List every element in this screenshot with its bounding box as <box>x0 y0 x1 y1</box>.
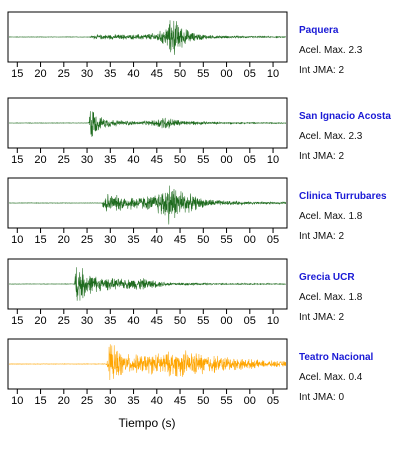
panel-4: 15 20 25 30 35 40 45 50 55 00 05 10 Grecia UCR Acel. … <box>7 258 363 327</box>
x-tick-label: 10 <box>267 154 279 166</box>
x-tick-label: 35 <box>127 395 139 407</box>
int-jma-label: Int JMA: 2 <box>299 312 344 323</box>
x-tick-label: 55 <box>197 154 209 166</box>
x-tick-label: 25 <box>58 315 70 327</box>
station-name: Teatro Nacional <box>299 352 373 363</box>
x-tick-label: 40 <box>151 395 163 407</box>
x-tick-label: 00 <box>244 395 256 407</box>
x-tick-label: 40 <box>127 68 139 80</box>
x-tick-label: 45 <box>174 395 186 407</box>
x-tick-label: 00 <box>220 68 232 80</box>
station-name: Paquera <box>299 25 339 36</box>
x-axis-title: Tiempo (s) <box>119 416 176 430</box>
x-tick-label: 35 <box>127 234 139 246</box>
x-tick-label: 20 <box>58 395 70 407</box>
x-tick-label: 50 <box>174 315 186 327</box>
waveform-trace <box>9 344 286 380</box>
x-tick-label: 35 <box>104 315 116 327</box>
waveform-trace <box>9 111 286 137</box>
int-jma-label: Int JMA: 2 <box>299 65 344 76</box>
accel-max-label: Acel. Max. 0.4 <box>299 372 363 383</box>
x-tick-label: 15 <box>11 68 23 80</box>
x-tick-label: 35 <box>104 68 116 80</box>
station-name: San Ignacio Acosta <box>299 111 391 122</box>
panel-1: 15 20 25 30 35 40 45 50 55 00 05 10 Paquera Acel. Max… <box>7 11 363 80</box>
x-tick-label: 10 <box>11 395 23 407</box>
x-tick-label: 20 <box>58 234 70 246</box>
panel-5: 10 15 20 25 30 35 40 45 50 55 00 05 Teatro Nacional A… <box>7 338 373 407</box>
x-tick-label: 30 <box>81 68 93 80</box>
waveform-trace <box>9 20 286 55</box>
x-tick-label: 40 <box>151 234 163 246</box>
x-tick-label: 45 <box>151 154 163 166</box>
x-tick-label: 20 <box>34 154 46 166</box>
x-tick-label: 05 <box>267 395 279 407</box>
station-name: Clinica Turrubares <box>299 191 387 202</box>
x-tick-label: 25 <box>81 395 93 407</box>
x-tick-label: 30 <box>104 234 116 246</box>
x-tick-label: 20 <box>34 68 46 80</box>
int-jma-label: Int JMA: 2 <box>299 151 344 162</box>
x-tick-label: 15 <box>11 154 23 166</box>
x-tick-label: 35 <box>104 154 116 166</box>
x-tick-label: 15 <box>34 395 46 407</box>
x-tick-label: 25 <box>81 234 93 246</box>
waveform-trace <box>9 185 286 225</box>
x-tick-label: 10 <box>267 315 279 327</box>
x-tick-label: 40 <box>127 315 139 327</box>
x-tick-label: 05 <box>244 315 256 327</box>
accel-max-label: Acel. Max. 1.8 <box>299 292 363 303</box>
x-tick-label: 55 <box>197 68 209 80</box>
x-tick-label: 30 <box>81 154 93 166</box>
x-tick-label: 20 <box>34 315 46 327</box>
x-tick-label: 10 <box>11 234 23 246</box>
x-tick-label: 50 <box>174 154 186 166</box>
x-tick-label: 05 <box>267 234 279 246</box>
x-tick-label: 30 <box>81 315 93 327</box>
x-tick-label: 50 <box>197 395 209 407</box>
x-tick-label: 45 <box>151 315 163 327</box>
x-tick-label: 10 <box>267 68 279 80</box>
x-tick-label: 15 <box>34 234 46 246</box>
int-jma-label: Int JMA: 2 <box>299 231 344 242</box>
x-tick-label: 00 <box>220 315 232 327</box>
x-tick-label: 50 <box>197 234 209 246</box>
x-tick-label: 25 <box>58 68 70 80</box>
accel-max-label: Acel. Max. 2.3 <box>299 45 363 56</box>
x-tick-label: 00 <box>244 234 256 246</box>
x-tick-label: 55 <box>197 315 209 327</box>
x-tick-label: 25 <box>58 154 70 166</box>
x-tick-label: 05 <box>244 68 256 80</box>
x-tick-label: 45 <box>151 68 163 80</box>
x-tick-label: 40 <box>127 154 139 166</box>
x-tick-label: 55 <box>220 395 232 407</box>
panel-3: 10 15 20 25 30 35 40 45 50 55 00 05 Clinica Turrubar… <box>7 177 387 246</box>
x-tick-label: 45 <box>174 234 186 246</box>
panel-2: 15 20 25 30 35 40 45 50 55 00 05 10 San Ignacio Acos… <box>7 97 391 166</box>
x-tick-label: 05 <box>244 154 256 166</box>
x-tick-label: 30 <box>104 395 116 407</box>
accel-max-label: Acel. Max. 1.8 <box>299 211 363 222</box>
x-tick-label: 50 <box>174 68 186 80</box>
station-name: Grecia UCR <box>299 272 355 283</box>
accel-max-label: Acel. Max. 2.3 <box>299 131 363 142</box>
x-tick-label: 15 <box>11 315 23 327</box>
int-jma-label: Int JMA: 0 <box>299 392 344 403</box>
waveform-trace <box>9 267 286 301</box>
panels-group: 15 20 25 30 35 40 45 50 55 00 05 10 Paquera Acel. Max… <box>7 11 391 407</box>
x-tick-label: 00 <box>220 154 232 166</box>
x-tick-label: 55 <box>220 234 232 246</box>
